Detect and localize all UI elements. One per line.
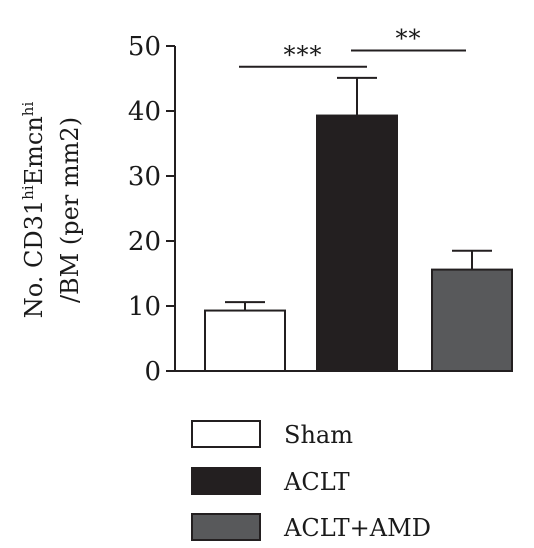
y-tick-label: 50 xyxy=(128,32,161,62)
legend-swatch xyxy=(191,420,261,448)
bars xyxy=(204,76,513,373)
y-tick-label: 30 xyxy=(128,162,161,192)
y-tick-label: 40 xyxy=(128,97,161,127)
y-tick-label: 20 xyxy=(128,227,161,257)
legend-label: ACLT xyxy=(283,468,350,496)
y-tick-label: 0 xyxy=(144,357,161,387)
y-tick-label: 10 xyxy=(128,292,161,322)
bar-aclt xyxy=(316,114,398,372)
bar-sham xyxy=(204,309,286,372)
legend-label: ACLT+AMD xyxy=(283,514,431,542)
y-axis-label-line2: /BM (per mm2) xyxy=(56,117,84,303)
y-axis-label-line1: No. CD31hiEmcnhi xyxy=(19,102,48,319)
legend-label: Sham xyxy=(284,421,353,449)
significance-label: *** xyxy=(284,41,323,69)
significance-label: ** xyxy=(396,25,422,53)
bar-aclt-amd xyxy=(431,268,513,373)
legend-swatch xyxy=(191,513,261,541)
significance-brackets: ***** xyxy=(239,25,466,69)
y-axis-label: No. CD31hiEmcnhi /BM (per mm2) xyxy=(19,102,84,319)
legend: Sham ACLT ACLT+AMD xyxy=(191,420,431,542)
legend-swatch xyxy=(191,467,261,495)
